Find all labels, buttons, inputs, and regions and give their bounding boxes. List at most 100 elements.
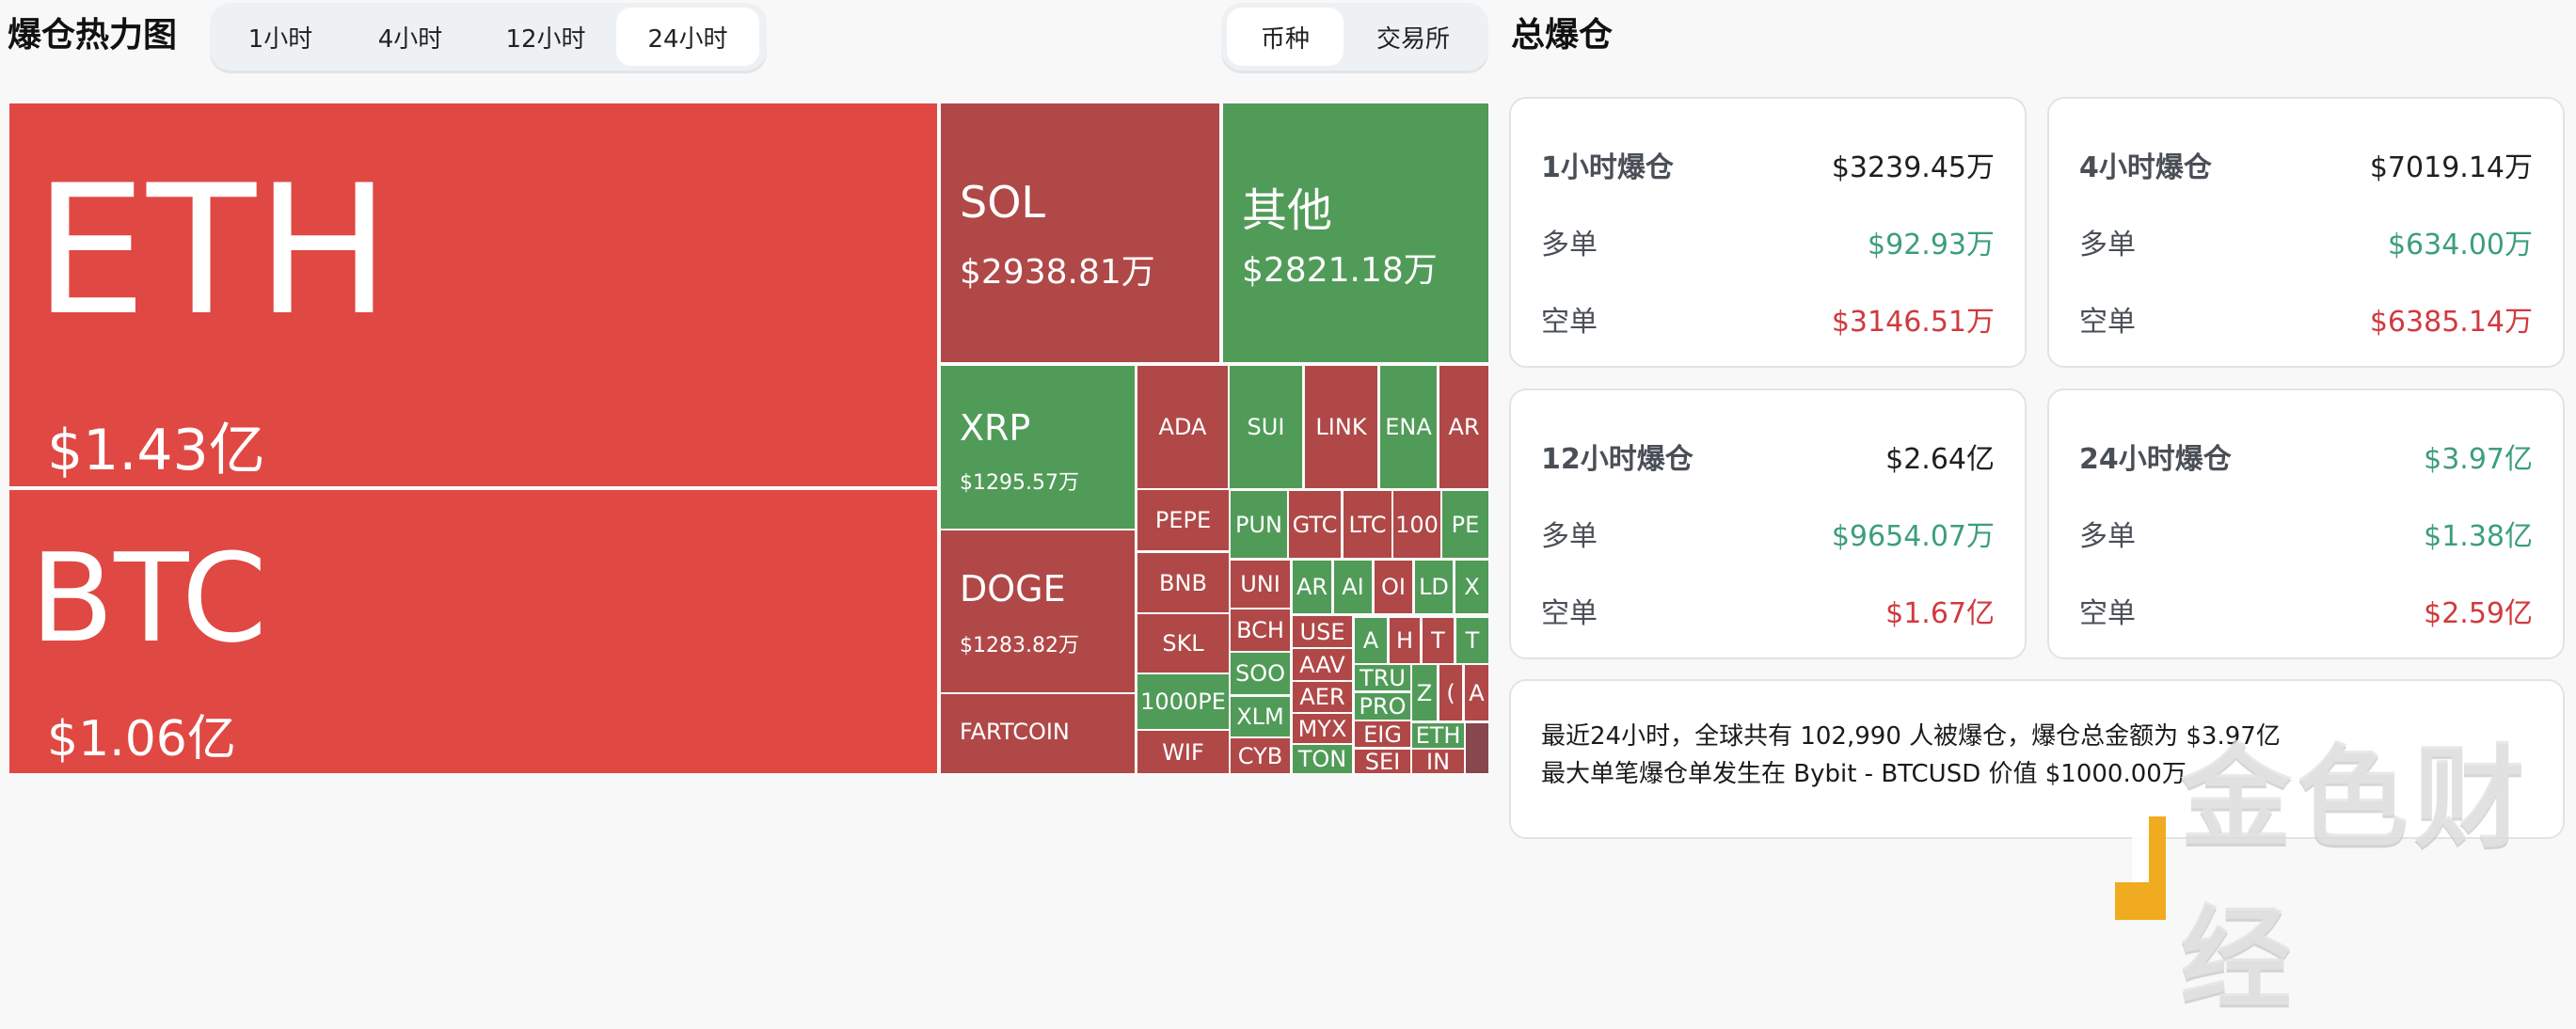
tile-eth[interactable]: ETH $1.43亿 <box>8 102 939 488</box>
tile-symbol: ADA <box>1158 414 1207 440</box>
tile-symbol: SUI <box>1247 414 1285 440</box>
tile-ai[interactable]: AI <box>1332 559 1374 615</box>
card-total: $3.97亿 <box>2424 443 2533 476</box>
tile-aav[interactable]: AAV <box>1291 647 1354 682</box>
tile-symbol: A <box>1469 679 1485 706</box>
tile-bnb[interactable]: BNB <box>1136 551 1231 614</box>
tile-value: $1283.82万 <box>960 634 1079 657</box>
tab-coin[interactable]: 币种 <box>1227 8 1344 66</box>
tile-1000pe[interactable]: 1000PE <box>1136 673 1231 731</box>
tile-in[interactable]: IN <box>1410 748 1466 775</box>
card-title: 12小时爆仓 <box>1541 443 1693 476</box>
tile-ar2[interactable]: AR <box>1291 559 1333 615</box>
tile-symbol: XRP <box>960 407 1031 449</box>
short-value: $1.67亿 <box>1885 597 1995 630</box>
tile-eig[interactable]: EIG <box>1353 720 1412 749</box>
tile-pepe[interactable]: PEPE <box>1136 488 1231 552</box>
tile-ar[interactable]: AR <box>1438 364 1490 490</box>
tile-t[interactable]: T <box>1421 616 1455 665</box>
tile-symbol: EIG <box>1363 720 1402 748</box>
tile-uni[interactable]: UNI <box>1229 559 1292 609</box>
tab-exchange[interactable]: 交易所 <box>1375 24 1450 54</box>
card-title: 24小时爆仓 <box>2079 443 2232 476</box>
short-label: 空单 <box>2079 597 2136 630</box>
tile-symbol: AAV <box>1299 651 1345 678</box>
tile-symbol: T <box>1465 627 1480 654</box>
tile-pro[interactable]: PRO <box>1353 691 1412 721</box>
tile-symbol: FARTCOIN <box>960 719 1070 745</box>
tile-symbol: 1000PE <box>1140 689 1226 715</box>
card-24h: 24小时爆仓 $3.97亿 多单 $1.38亿 空单 $2.59亿 <box>2047 388 2565 659</box>
tile-xlm[interactable]: XLM <box>1229 695 1292 738</box>
tile-tru[interactable]: TRU <box>1353 663 1412 692</box>
tile-a[interactable]: A <box>1353 616 1389 665</box>
card-total: $2.64亿 <box>1885 443 1995 476</box>
note-line-2: 最大单笔爆仓单发生在 Bybit - BTCUSD 价值 $1000.00万 <box>1541 760 2186 788</box>
tile-ltc[interactable]: LTC <box>1342 489 1393 560</box>
tile-fartcoin[interactable]: FARTCOIN <box>939 692 1137 775</box>
tile-ada[interactable]: ADA <box>1136 364 1230 490</box>
tile-t2[interactable]: T <box>1455 616 1490 665</box>
tile-sol[interactable]: SOL $2938.81万 <box>939 102 1221 364</box>
tile-symbol: LTC <box>1348 511 1387 538</box>
long-label: 多单 <box>1541 229 1598 261</box>
tile-symbol: Z <box>1416 679 1433 706</box>
long-value: $92.93万 <box>1868 229 1995 261</box>
tab-1h[interactable]: 1小时 <box>247 24 313 54</box>
tile-cyb[interactable]: CYB <box>1229 736 1292 775</box>
tile-symbol: PRO <box>1359 693 1407 720</box>
card-1h: 1小时爆仓 $3239.45万 多单 $92.93万 空单 $3146.51万 <box>1509 97 2027 368</box>
tab-12h[interactable]: 12小时 <box>505 24 586 54</box>
tile-symbol: BNB <box>1159 569 1207 596</box>
tile-value: $1.06亿 <box>47 711 236 768</box>
tab-4h[interactable]: 4小时 <box>377 24 443 54</box>
tile-xrp[interactable]: XRP $1295.57万 <box>939 364 1137 530</box>
tile-ena[interactable]: ENA <box>1378 364 1439 490</box>
tile-btc[interactable]: BTC $1.06亿 <box>8 488 939 775</box>
tile-other[interactable]: 其他 $2821.18万 <box>1221 102 1490 364</box>
tile-sui[interactable]: SUI <box>1228 364 1304 490</box>
tile-a2[interactable]: A <box>1463 663 1490 722</box>
tile-value: $1.43亿 <box>47 418 265 483</box>
tile-soo[interactable]: SOO <box>1229 651 1292 696</box>
tile-symbol: SOO <box>1234 660 1285 687</box>
tile-pe[interactable]: PE <box>1440 489 1490 560</box>
tab-24h[interactable]: 24小时 <box>616 8 759 66</box>
tile-paren[interactable]: ( <box>1438 663 1464 722</box>
tile-x[interactable]: X <box>1454 559 1490 615</box>
tile-symbol: MYX <box>1297 715 1347 742</box>
tile-100[interactable]: 100 <box>1391 489 1442 560</box>
tile-aer[interactable]: AER <box>1291 680 1354 714</box>
tile-wif[interactable]: WIF <box>1136 729 1231 775</box>
long-value: $634.00万 <box>2387 229 2533 261</box>
tile-z[interactable]: Z <box>1410 663 1439 722</box>
tile-symbol: OI <box>1381 574 1406 600</box>
tile-symbol: PE <box>1451 511 1480 538</box>
tile-symbol: AR <box>1296 574 1328 600</box>
tile-ld[interactable]: LD <box>1413 559 1455 615</box>
summary-title: 总爆仓 <box>1511 16 1614 55</box>
tile-pun[interactable]: PUN <box>1229 489 1289 560</box>
tile-link[interactable]: LINK <box>1303 364 1379 490</box>
short-label: 空单 <box>1541 597 1598 630</box>
tile-skl[interactable]: SKL <box>1136 612 1231 674</box>
tile-misc[interactable] <box>1464 721 1490 775</box>
tile-oi[interactable]: OI <box>1373 559 1414 615</box>
long-value: $1.38亿 <box>2424 520 2533 553</box>
short-label: 空单 <box>1541 306 1598 339</box>
tile-doge[interactable]: DOGE $1283.82万 <box>939 529 1137 694</box>
tile-symbol: ETH <box>34 147 390 355</box>
tile-sei[interactable]: SEI <box>1353 748 1412 775</box>
card-4h: 4小时爆仓 $7019.14万 多单 $634.00万 空单 $6385.14万 <box>2047 97 2565 368</box>
long-label: 多单 <box>1541 520 1598 553</box>
tile-h[interactable]: H <box>1388 616 1422 665</box>
tile-use[interactable]: USE <box>1291 614 1354 649</box>
tile-bch[interactable]: BCH <box>1229 608 1292 653</box>
tile-myx[interactable]: MYX <box>1291 712 1354 745</box>
tile-symbol: GTC <box>1292 511 1338 538</box>
tile-symbol: PUN <box>1235 511 1282 538</box>
tile-gtc[interactable]: GTC <box>1287 489 1343 560</box>
tile-symbol: WIF <box>1162 738 1204 766</box>
tile-ton[interactable]: TON <box>1291 743 1354 775</box>
tile-eth-small[interactable]: ETH <box>1410 721 1466 750</box>
